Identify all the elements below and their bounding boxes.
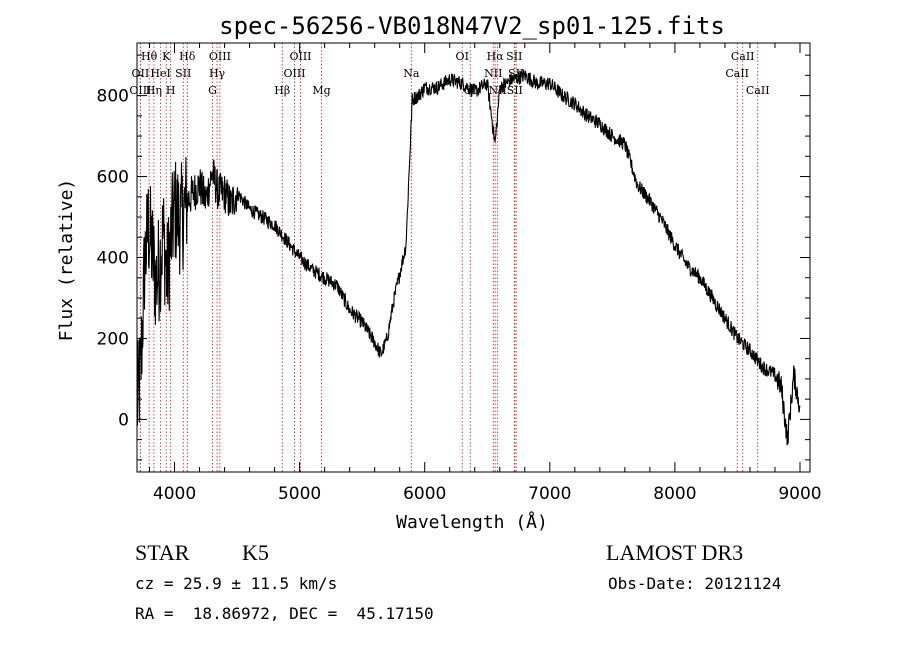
line-label-caii: CaII [725, 67, 749, 80]
y-tick-label: 200 [97, 329, 129, 349]
coordinates-text: RA = 18.86972, DEC = 45.17150 [135, 604, 434, 623]
y-axis-ticks: 0 200 400 600 800 [97, 54, 810, 461]
x-tick-label: 9000 [778, 484, 821, 504]
line-label-oiii: OIII [209, 50, 231, 63]
line-label-oi: OI [456, 50, 469, 63]
line-label-na: Na [403, 67, 420, 80]
object-subclass: K5 [242, 540, 269, 565]
line-label-g: G [208, 84, 217, 97]
line-label-caii: CaII [731, 50, 755, 63]
line-label-sii: SII [175, 67, 191, 80]
x-axis-label: Wavelength (Å) [396, 511, 548, 533]
y-tick-label: 400 [97, 249, 129, 269]
line-label-hδ: Hδ [179, 50, 196, 63]
line-label-oiii: OIII [129, 84, 151, 97]
line-label-hα: Hα [487, 50, 505, 63]
line-label-hγ: Hγ [209, 67, 226, 80]
y-tick-label: 600 [97, 168, 129, 188]
chart-title: spec-56256-VB018N47V2_sp01-125.fits [219, 12, 725, 40]
y-tick-label: 0 [118, 410, 129, 430]
line-label-hη: Hη [146, 84, 162, 97]
line-label-sii: SII [506, 50, 522, 63]
line-label-sii: SII [507, 84, 523, 97]
object-class: STAR [135, 540, 190, 565]
line-label-oiii: OIII [289, 50, 311, 63]
redshift-text: cz = 25.9 ± 11.5 km/s [135, 574, 338, 593]
survey-name: LAMOST DR3 [606, 540, 744, 565]
x-tick-label: 4000 [153, 484, 196, 504]
x-axis-ticks: 4000 5000 6000 7000 8000 9000 [149, 43, 822, 504]
line-label-caii: CaII [746, 84, 770, 97]
obs-date-text: Obs-Date: 20121124 [608, 574, 782, 593]
line-label-h: H [166, 84, 176, 97]
line-label-oiii: OIII [283, 67, 305, 80]
line-label-hθ: Hθ [141, 50, 158, 63]
spectrum-series-line [136, 69, 801, 446]
x-tick-label: 6000 [403, 484, 446, 504]
line-label-hei: HeI [150, 67, 170, 80]
line-label-hβ: Hβ [274, 84, 290, 97]
line-label-k: K [162, 50, 171, 63]
y-tick-label: 800 [97, 87, 129, 107]
emission-line-markers [139, 43, 759, 472]
y-axis-label: Flux (relative) [56, 179, 77, 342]
line-label-nii: NII [484, 67, 502, 80]
line-label-oii: OII [132, 67, 150, 80]
x-tick-label: 7000 [528, 484, 571, 504]
x-tick-label: 5000 [278, 484, 321, 504]
plot-frame [136, 42, 811, 473]
x-tick-label: 8000 [653, 484, 696, 504]
line-label-mg: Mg [312, 84, 330, 97]
